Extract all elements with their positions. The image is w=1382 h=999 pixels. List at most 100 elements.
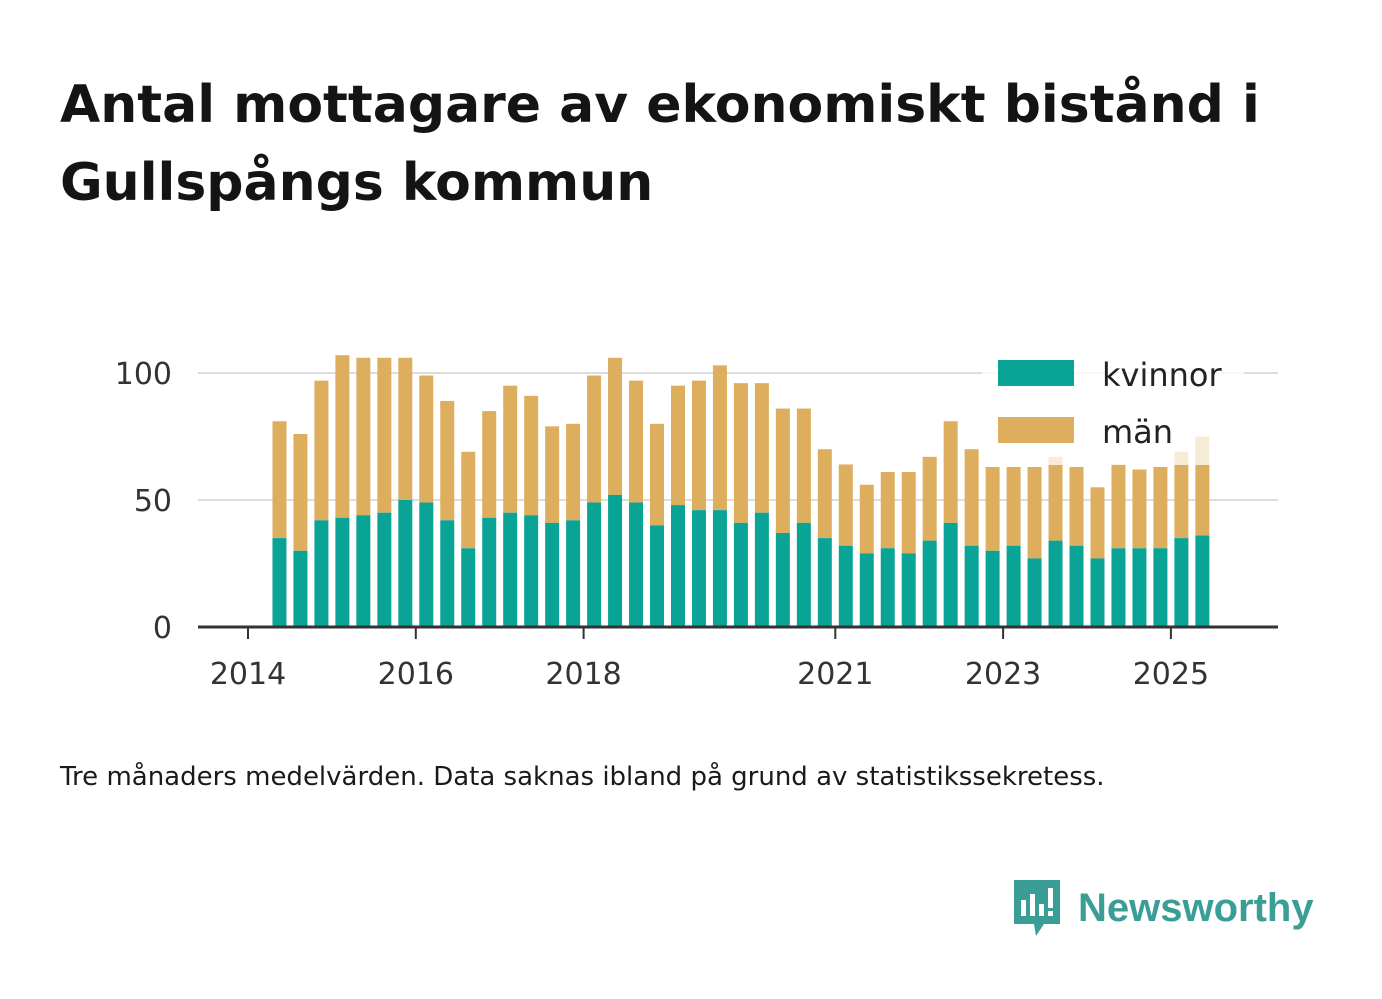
bar-man (922, 456, 937, 541)
bar-man (608, 357, 623, 495)
bar-kvinnor (712, 510, 727, 627)
bar-kvinnor (356, 515, 371, 627)
bar-man (796, 408, 811, 523)
bar-man (733, 383, 748, 523)
bar-kvinnor (650, 525, 665, 627)
bar-man (1153, 466, 1168, 549)
bar-kvinnor (1153, 548, 1168, 627)
bar-kvinnor (1090, 558, 1105, 627)
bar-kvinnor (566, 520, 581, 627)
bar-man (440, 400, 455, 521)
bar-kvinnor (901, 553, 916, 627)
bar-kvinnor (796, 522, 811, 627)
legend-swatch-kvinnor (998, 360, 1074, 386)
bar-man (545, 426, 560, 523)
bar-kvinnor (482, 517, 497, 627)
bar-kvinnor (419, 502, 434, 627)
bar-kvinnor (377, 512, 392, 627)
newsworthy-logo-icon (1014, 880, 1060, 936)
bar-man (1048, 456, 1063, 541)
bar-kvinnor (398, 500, 413, 627)
bar-man (314, 380, 329, 521)
bar-man (754, 383, 769, 513)
bar-kvinnor (608, 494, 623, 627)
bar-man (566, 423, 581, 521)
bar-man (335, 355, 350, 518)
bar-man (587, 375, 602, 503)
bar-man (398, 357, 413, 500)
bar-kvinnor (985, 550, 1000, 627)
bar-man (356, 357, 371, 516)
legend-label-man: män (1102, 413, 1173, 451)
x-tick-label: 2014 (210, 657, 286, 692)
brand-logo: Newsworthy (1010, 878, 1314, 938)
bar-man (293, 433, 308, 551)
legend-label-kvinnor: kvinnor (1102, 356, 1223, 394)
bar-man (1069, 466, 1084, 546)
bar-kvinnor (880, 548, 895, 627)
bar-kvinnor (335, 517, 350, 627)
bar-kvinnor (272, 538, 287, 627)
bar-kvinnor (440, 520, 455, 627)
bar-kvinnor (754, 512, 769, 627)
bar-man (1006, 466, 1021, 546)
bar-man (377, 357, 392, 513)
bar-man (817, 449, 832, 539)
x-tick-label: 2021 (797, 657, 873, 692)
bar-kvinnor (964, 545, 979, 627)
y-tick-label: 0 (153, 611, 172, 646)
bar-man (461, 451, 476, 549)
bar-kvinnor (1006, 545, 1021, 627)
bar-man (524, 395, 539, 516)
bar-man (691, 380, 706, 511)
bar-man (1090, 487, 1105, 559)
bar-kvinnor (775, 533, 790, 627)
bar-man (650, 423, 665, 526)
y-tick-label: 100 (115, 357, 172, 392)
bar-kvinnor (545, 522, 560, 627)
bar-man (419, 375, 434, 503)
chart-footnote: Tre månaders medelvärden. Data saknas ib… (60, 762, 1105, 792)
bar-kvinnor (1195, 535, 1210, 627)
x-tick-label: 2018 (545, 657, 621, 692)
bar-man (1111, 464, 1126, 549)
bar-kvinnor (838, 545, 853, 627)
x-tick-label: 2023 (965, 657, 1041, 692)
bar-man (859, 484, 874, 554)
bar-kvinnor (733, 522, 748, 627)
bar-kvinnor (1132, 548, 1147, 627)
x-tick-label: 2025 (1133, 657, 1209, 692)
bar-kvinnor (314, 520, 329, 627)
bar-kvinnor (1027, 558, 1042, 627)
bar-kvinnor (1111, 548, 1126, 627)
bar-man (901, 472, 916, 554)
bar-man (1132, 469, 1147, 549)
bar-kvinnor (922, 540, 937, 627)
bar-man (943, 421, 958, 523)
bar-kvinnor (1048, 540, 1063, 627)
bar-kvinnor (293, 550, 308, 627)
bar-man (775, 408, 790, 534)
y-tick-label: 50 (134, 484, 172, 519)
bar-man (712, 365, 727, 511)
bar-kvinnor (587, 502, 602, 627)
bar-man (503, 385, 518, 513)
bar-kvinnor (817, 538, 832, 627)
chart-title: Antal mottagare av ekonomiskt bistånd i … (60, 75, 1260, 213)
bar-kvinnor (1174, 538, 1189, 627)
bar-man (985, 466, 1000, 551)
x-tick-label: 2016 (378, 657, 454, 692)
bar-man (880, 472, 895, 549)
bar-kvinnor (524, 515, 539, 627)
bar-kvinnor (629, 502, 644, 627)
bar-man (964, 449, 979, 546)
legend-swatch-man (998, 417, 1074, 443)
bar-kvinnor (503, 512, 518, 627)
bar-man (629, 380, 644, 503)
bar-kvinnor (670, 505, 685, 627)
bar-man (272, 421, 287, 539)
bar-man (482, 411, 497, 518)
brand-name: Newsworthy (1078, 885, 1314, 930)
